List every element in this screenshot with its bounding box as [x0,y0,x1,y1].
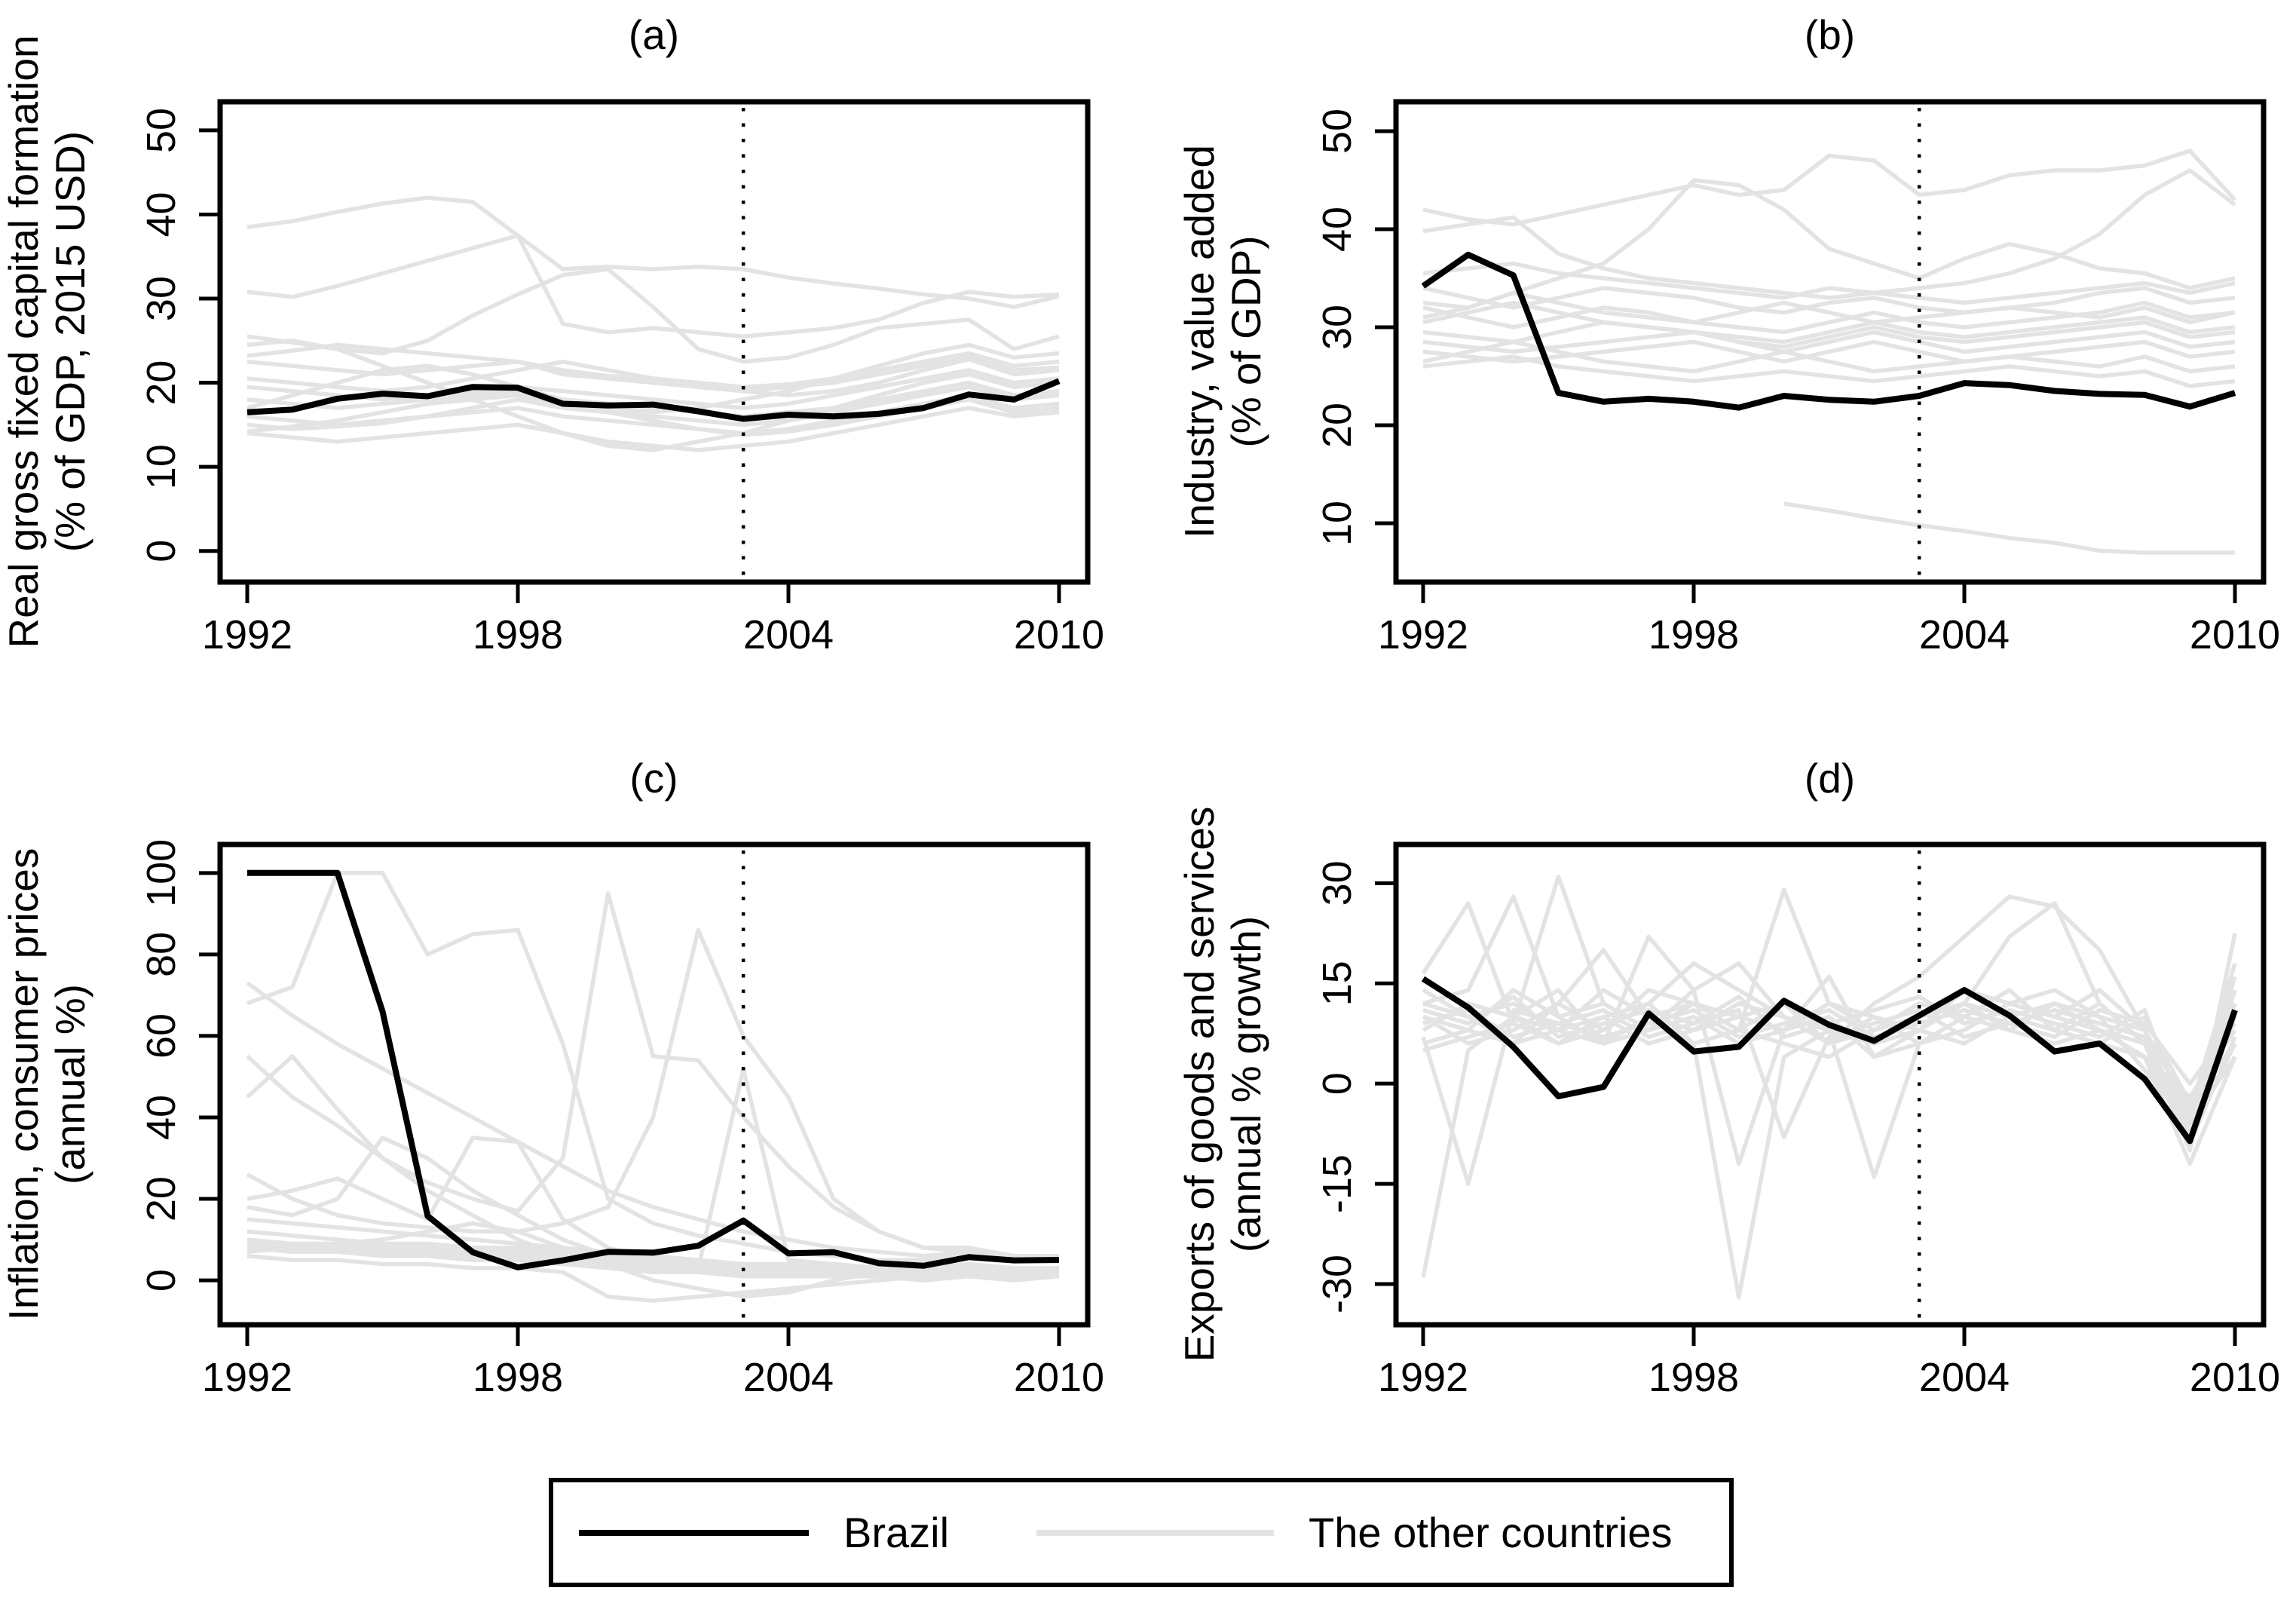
x-tick-label: 2010 [1014,1355,1104,1400]
y-tick-label: 30 [139,276,184,321]
y-tick-label: 0 [139,540,184,562]
x-tick-label: 2004 [1919,612,2010,657]
other-country-line [246,195,1060,339]
x-tick-label: 1992 [1378,612,1468,657]
other-country-line [246,891,1059,1258]
y-tick-label: 15 [1315,961,1360,1006]
panel-d-title: (d) [1804,755,1856,801]
other-country-line [246,393,1060,436]
other-country-line [1422,320,2236,349]
other-country-line [1422,168,2236,300]
other-country-line [246,380,1060,418]
x-tick-label: 2004 [743,1355,834,1400]
other-country-line [1422,339,2236,374]
panel-c-box [217,841,1091,1328]
other-country-line [1422,329,2236,354]
y-tick-label: 60 [139,1013,184,1059]
other-country-line [246,355,1060,394]
y-tick-label: 40 [139,1095,184,1140]
other-country-line [246,339,1060,452]
y-tick-label: 0 [1315,1072,1360,1095]
other-country-line [246,385,1060,428]
other-country-line [1422,178,2236,320]
other-country-line [1422,290,2236,325]
x-tick-label: 2010 [1014,612,1104,657]
other-country-line [1422,261,2236,305]
y-tick-label: 50 [1315,109,1360,154]
other-country-line [1422,976,2237,1126]
y-tick-label: 50 [139,108,184,153]
y-tick-label: -30 [1315,1255,1360,1313]
other-country-line [1422,300,2236,345]
panel-b-box [1393,99,2267,585]
other-country-line [246,233,1060,309]
other-country-line [1422,354,2236,388]
x-tick-label: 1992 [202,612,292,657]
y-tick-label: -15 [1315,1154,1360,1213]
y-tick-label: 30 [1315,305,1360,350]
panel-a-title: (a) [628,11,680,58]
y-tick-label: 40 [139,192,184,237]
others-legend-label: The other countries [1309,1509,1673,1556]
other-country-line [1422,300,2236,335]
x-tick-label: 1998 [473,612,563,657]
y-tick-label: 10 [1315,501,1360,546]
brazil-line-sample [579,1529,809,1536]
panel-d-box [1393,841,2267,1328]
other-country-line [246,981,1059,1258]
brazil-legend-label: Brazil [843,1509,950,1556]
y-tick-label: 20 [139,360,184,406]
other-country-line [1422,149,2237,227]
other-country-line [1422,286,2236,315]
other-country-line [246,927,1059,1262]
y-tick-label: 100 [139,839,184,907]
x-tick-label: 2010 [2190,612,2280,657]
y-tick-label: 20 [1315,403,1360,448]
other-country-line [246,368,1060,410]
other-country-line [246,1136,1059,1279]
other-country-line [1783,501,2235,555]
other-country-line [1422,339,2236,364]
panel-c-series [246,871,1060,1303]
x-tick-label: 2004 [1919,1355,2010,1400]
legend: Brazil The other countries [549,1478,1734,1587]
other-country-line [246,267,1060,364]
panel-a-box [217,99,1091,585]
panel-b-series [1422,149,2237,555]
other-country-line [1421,874,2237,1113]
panel-c-title: (c) [629,755,678,801]
panel-d-series [1421,874,2237,1300]
other-country-line [246,406,1060,452]
other-country-line [1422,962,2237,1113]
y-tick-label: 30 [1315,860,1360,906]
brazil-line [247,869,1060,1270]
brazil-line [1421,251,2236,411]
other-country-line [246,342,1060,415]
y-tick-label: 40 [1315,207,1360,252]
other-country-line [246,1054,1059,1275]
panel-b-title: (b) [1804,11,1856,58]
panel-a-series [246,195,1060,452]
x-tick-label: 2010 [2190,1355,2280,1400]
others-line-sample [1036,1529,1275,1536]
y-tick-label: 10 [139,444,184,489]
x-tick-label: 1998 [473,1355,563,1400]
y-tick-label: 80 [139,932,184,977]
y-tick-label: 0 [139,1269,184,1292]
x-tick-label: 2004 [743,612,834,657]
other-country-line [1422,988,2237,1139]
other-country-line [1421,1007,2237,1186]
y-tick-label: 20 [139,1176,184,1221]
x-tick-label: 1998 [1649,1355,1739,1400]
brazil-line [246,378,1061,422]
x-tick-label: 1998 [1649,612,1739,657]
other-country-line [246,1246,1060,1283]
brazil-line [1421,976,2238,1145]
x-tick-label: 1992 [1378,1355,1468,1400]
x-tick-label: 1992 [202,1355,292,1400]
other-country-line [246,871,1059,1262]
